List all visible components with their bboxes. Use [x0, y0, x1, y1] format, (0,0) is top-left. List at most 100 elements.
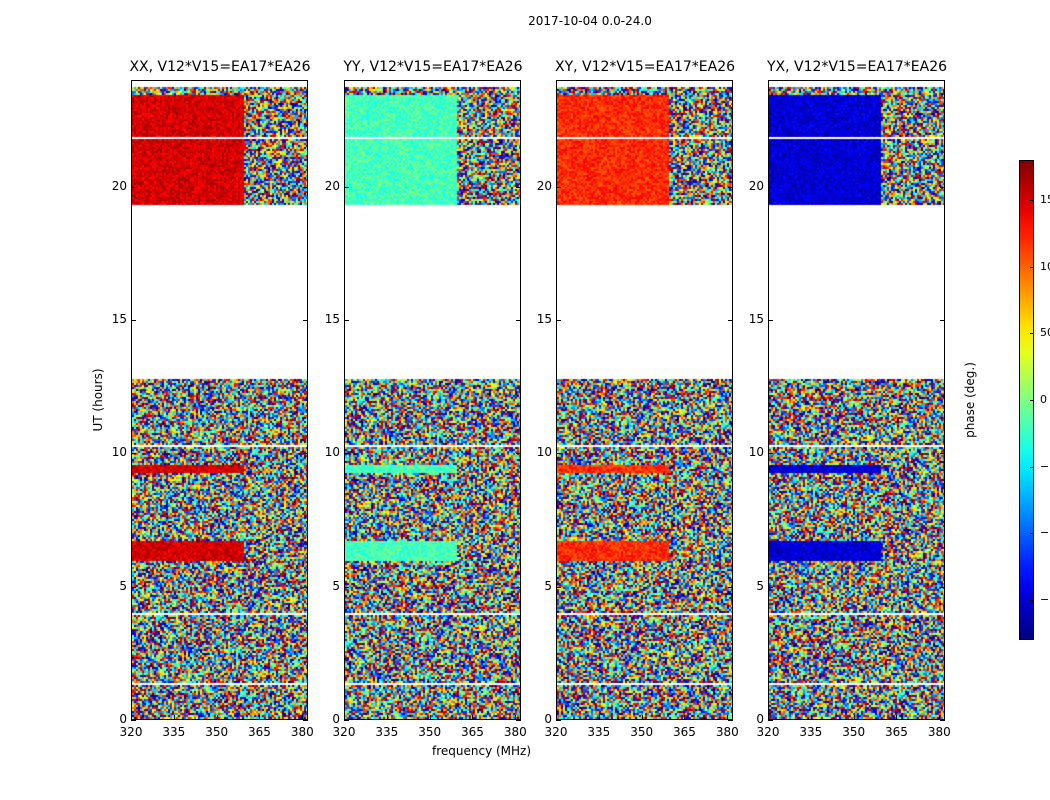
- x-tick-label: 380: [927, 725, 951, 739]
- heatmap-panel-xx: [131, 80, 308, 720]
- y-tick-mark: [131, 586, 136, 588]
- x-tick-label: 320: [332, 725, 356, 739]
- colorbar-tick-label: −100: [1040, 526, 1050, 540]
- y-tick-label: 15: [324, 312, 340, 326]
- y-tick-mark: [768, 320, 773, 321]
- y-tick-label: 5: [756, 578, 764, 593]
- y-tick-label: 10: [536, 445, 552, 460]
- y-tick-label: 5: [332, 578, 340, 593]
- y-tick-mark: [344, 586, 349, 588]
- colorbar-tick-label: 50: [1040, 326, 1050, 340]
- x-tick-label: 350: [842, 725, 866, 739]
- y-tick-label: 15: [536, 312, 552, 326]
- panel-title-xy: XY, V12*V15=EA17*EA26: [554, 59, 736, 75]
- x-tick-label: 320: [756, 725, 780, 739]
- x-tick-mark: [429, 715, 431, 720]
- y-tick-label: 20: [324, 178, 340, 193]
- y-tick-mark: [556, 586, 561, 588]
- x-tick-label: 380: [503, 725, 527, 739]
- y-tick-mark: [303, 586, 308, 588]
- y-tick-mark: [940, 320, 945, 321]
- y-tick-mark: [131, 720, 136, 721]
- heatmap-panel-yy: [344, 80, 521, 720]
- y-tick-label: 15: [111, 312, 127, 326]
- x-tick-mark: [768, 715, 769, 720]
- y-axis-label: UT (hours): [91, 368, 105, 432]
- y-tick-label: 0: [544, 712, 552, 726]
- y-tick-label: 20: [111, 178, 127, 193]
- x-tick-label: 365: [885, 725, 908, 739]
- colorbar-tick-mark: [1030, 533, 1034, 535]
- x-tick-label: 380: [715, 725, 739, 739]
- y-tick-mark: [728, 320, 733, 321]
- y-tick-label: 10: [111, 445, 127, 460]
- y-tick-label: 10: [748, 445, 764, 460]
- panel-title-yx: YX, V12*V15=EA17*EA26: [766, 59, 948, 75]
- y-tick-mark: [344, 720, 349, 721]
- colorbar-tick-mark: [1030, 266, 1034, 268]
- heatmap-panel-yx: [768, 80, 945, 720]
- y-tick-mark: [131, 320, 136, 321]
- y-tick-mark: [131, 186, 136, 188]
- x-tick-label: 350: [418, 725, 442, 739]
- colorbar-tick-mark: [1030, 200, 1034, 201]
- x-tick-mark: [131, 715, 132, 720]
- x-tick-mark: [556, 715, 557, 720]
- panel-title-yy: YY, V12*V15=EA17*EA26: [343, 59, 523, 75]
- x-tick-mark: [302, 715, 304, 720]
- y-tick-mark: [940, 186, 945, 188]
- x-tick-label: 365: [673, 725, 696, 739]
- y-tick-mark: [344, 453, 349, 455]
- x-tick-mark: [727, 715, 729, 720]
- x-tick-mark: [939, 715, 941, 720]
- x-tick-mark: [896, 715, 898, 720]
- x-tick-mark: [472, 715, 474, 720]
- x-tick-label: 335: [375, 725, 399, 739]
- x-tick-mark: [684, 715, 686, 720]
- y-tick-mark: [516, 720, 521, 721]
- y-tick-label: 0: [756, 712, 764, 726]
- colorbar-tick-mark: [1030, 333, 1034, 335]
- heatmap-panel-xy: [556, 80, 733, 720]
- y-tick-mark: [768, 720, 773, 721]
- y-tick-label: 15: [748, 312, 764, 326]
- x-tick-mark: [810, 715, 812, 720]
- y-tick-mark: [768, 453, 773, 455]
- colorbar-tick-label: −150: [1040, 593, 1050, 606]
- page-title: 2017-10-04 0.0-24.0: [528, 14, 652, 28]
- colorbar-tick-mark: [1030, 466, 1034, 468]
- y-tick-mark: [131, 453, 136, 455]
- x-tick-mark: [515, 715, 517, 720]
- y-tick-mark: [940, 453, 945, 455]
- colorbar-label: phase (deg.): [963, 362, 977, 438]
- colorbar-tick-label: −50: [1040, 459, 1050, 473]
- y-tick-label: 0: [119, 712, 127, 726]
- colorbar-tick-label: 0: [1040, 393, 1047, 406]
- x-tick-mark: [386, 715, 388, 720]
- y-tick-mark: [303, 720, 308, 721]
- x-tick-mark: [344, 715, 345, 720]
- colorbar-tick-label: 100: [1040, 259, 1050, 273]
- heatmap-canvas-yy: [345, 81, 520, 719]
- colorbar-tick-mark: [1030, 600, 1034, 601]
- y-tick-label: 5: [119, 578, 127, 593]
- heatmap-canvas-yx: [769, 81, 944, 719]
- x-tick-mark: [598, 715, 600, 720]
- y-tick-label: 0: [332, 712, 340, 726]
- x-tick-label: 365: [248, 725, 271, 739]
- y-tick-label: 20: [748, 178, 764, 193]
- y-tick-mark: [303, 453, 308, 455]
- x-tick-label: 365: [461, 725, 484, 739]
- y-tick-mark: [768, 186, 773, 188]
- y-tick-mark: [556, 720, 561, 721]
- y-tick-mark: [556, 320, 561, 321]
- x-tick-mark: [259, 715, 261, 720]
- y-tick-mark: [344, 320, 349, 321]
- x-tick-label: 335: [587, 725, 611, 739]
- y-tick-mark: [728, 586, 733, 588]
- y-tick-mark: [516, 586, 521, 588]
- heatmap-canvas-xx: [132, 81, 307, 719]
- y-tick-mark: [940, 720, 945, 721]
- y-tick-mark: [940, 586, 945, 588]
- y-tick-mark: [344, 186, 349, 188]
